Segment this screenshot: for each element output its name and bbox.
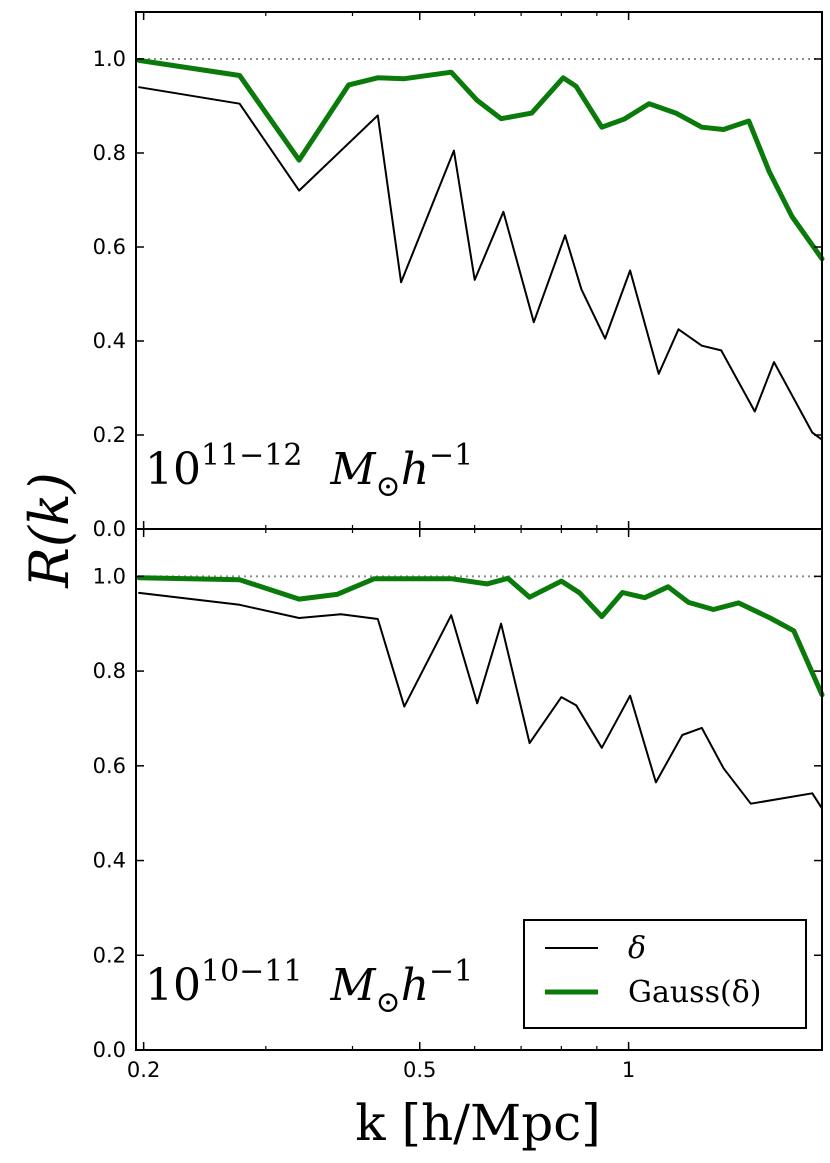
series-line-delta [138,86,823,441]
ticks-top: 0.0 0.2 0.4 0.6 0.8 1.0 [93,12,822,541]
panel-bottom: 0.00.20.40.60.81.00.2 0.5 1 1010−11 M⊙h−1 δ… [93,528,825,1082]
y-tick-label: 0.2 [93,943,126,967]
y-tick-label: 0.2 [93,423,126,447]
legend-label-delta: δ [628,931,646,966]
ticks-bottom: 0.00.20.40.60.81.00.2 0.5 1 [93,529,822,1082]
panel-label-h: h [401,960,429,1011]
panel-label-base: 10 [145,444,201,495]
y-tick-label: 0.8 [93,141,126,165]
y-tick-label: 0.6 [93,235,126,259]
panel-label-sun: ⊙ [376,985,401,1020]
series-layer-bottom [136,575,825,810]
y-tick-label: 1.0 [93,564,126,588]
y-tick-label: 0.0 [93,517,126,541]
y-tick-label: 0.8 [93,659,126,683]
series-layer-top [136,57,825,441]
legend-box [523,919,807,1029]
y-tick-label: 0.6 [93,754,126,778]
panel-label-top: 1011−12 M⊙h−1 [145,438,473,504]
x-tick-label: 0.2 [127,1058,160,1082]
panel-label-sun: ⊙ [376,469,401,504]
panel-label-exponent: 10−11 [201,954,302,989]
series-line-gauss [136,575,825,698]
panel-label-mass: M [329,960,376,1011]
x-axis-title: k [h/Mpc] [355,1094,600,1152]
y-tick-label: 0.0 [93,1038,126,1062]
panel-label-h-exponent: −1 [429,438,473,473]
series-line-delta [138,591,823,810]
panel-label-mass: M [329,444,376,495]
x-tick-label: 1 [622,1058,635,1082]
y-axis-title: R(k) [18,472,81,589]
y-tick-label: 0.4 [93,329,126,353]
y-tick-label: 1.0 [93,47,126,71]
panel-label-exponent: 11−12 [201,438,302,473]
x-tick-label: 0.5 [403,1058,436,1082]
plot-frame-bottom [135,528,823,1051]
panel-label-h-exponent: −1 [429,954,473,989]
legend: δ Gauss(δ) [523,919,807,1029]
legend-label-gauss: Gauss(δ) [628,975,761,1010]
panel-top: 0.0 0.2 0.4 0.6 0.8 1.0 1011−12 M⊙h−1 [93,11,825,541]
y-tick-label: 0.4 [93,849,126,873]
panel-label-bottom: 1010−11 M⊙h−1 [145,954,473,1020]
series-line-gauss [136,57,825,262]
panel-label-base: 10 [145,960,201,1011]
panel-label-h: h [401,444,429,495]
